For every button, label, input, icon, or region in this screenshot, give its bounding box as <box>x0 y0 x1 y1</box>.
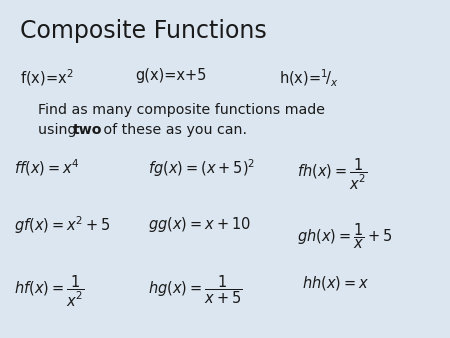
Text: h(x)=$\mathregular{^1\!/}$$_x$: h(x)=$\mathregular{^1\!/}$$_x$ <box>279 68 338 89</box>
Text: $gf(x)=x^2+5$: $gf(x)=x^2+5$ <box>14 215 110 236</box>
Text: $gh(x)=\dfrac{1}{x}+5$: $gh(x)=\dfrac{1}{x}+5$ <box>297 221 393 251</box>
Text: f(x)=x$^2$: f(x)=x$^2$ <box>20 68 74 88</box>
Text: Find as many composite functions made: Find as many composite functions made <box>38 103 325 117</box>
Text: Composite Functions: Composite Functions <box>20 19 267 43</box>
Text: g(x)=x+5: g(x)=x+5 <box>135 68 207 82</box>
Text: $hg(x)=\dfrac{1}{x+5}$: $hg(x)=\dfrac{1}{x+5}$ <box>148 274 243 306</box>
Text: $fh(x)=\dfrac{1}{x^2}$: $fh(x)=\dfrac{1}{x^2}$ <box>297 157 368 192</box>
Text: $gg(x)=x+10$: $gg(x)=x+10$ <box>148 215 252 234</box>
Text: $hh(x)=x$: $hh(x)=x$ <box>302 274 369 292</box>
Text: two: two <box>73 123 103 137</box>
Text: $fg(x)=(x+5)^2$: $fg(x)=(x+5)^2$ <box>148 157 256 179</box>
Text: $hf(x)=\dfrac{1}{x^2}$: $hf(x)=\dfrac{1}{x^2}$ <box>14 274 84 309</box>
Text: of these as you can.: of these as you can. <box>99 123 248 137</box>
Text: using: using <box>38 123 81 137</box>
Text: $ff(x)=x^4$: $ff(x)=x^4$ <box>14 157 79 178</box>
